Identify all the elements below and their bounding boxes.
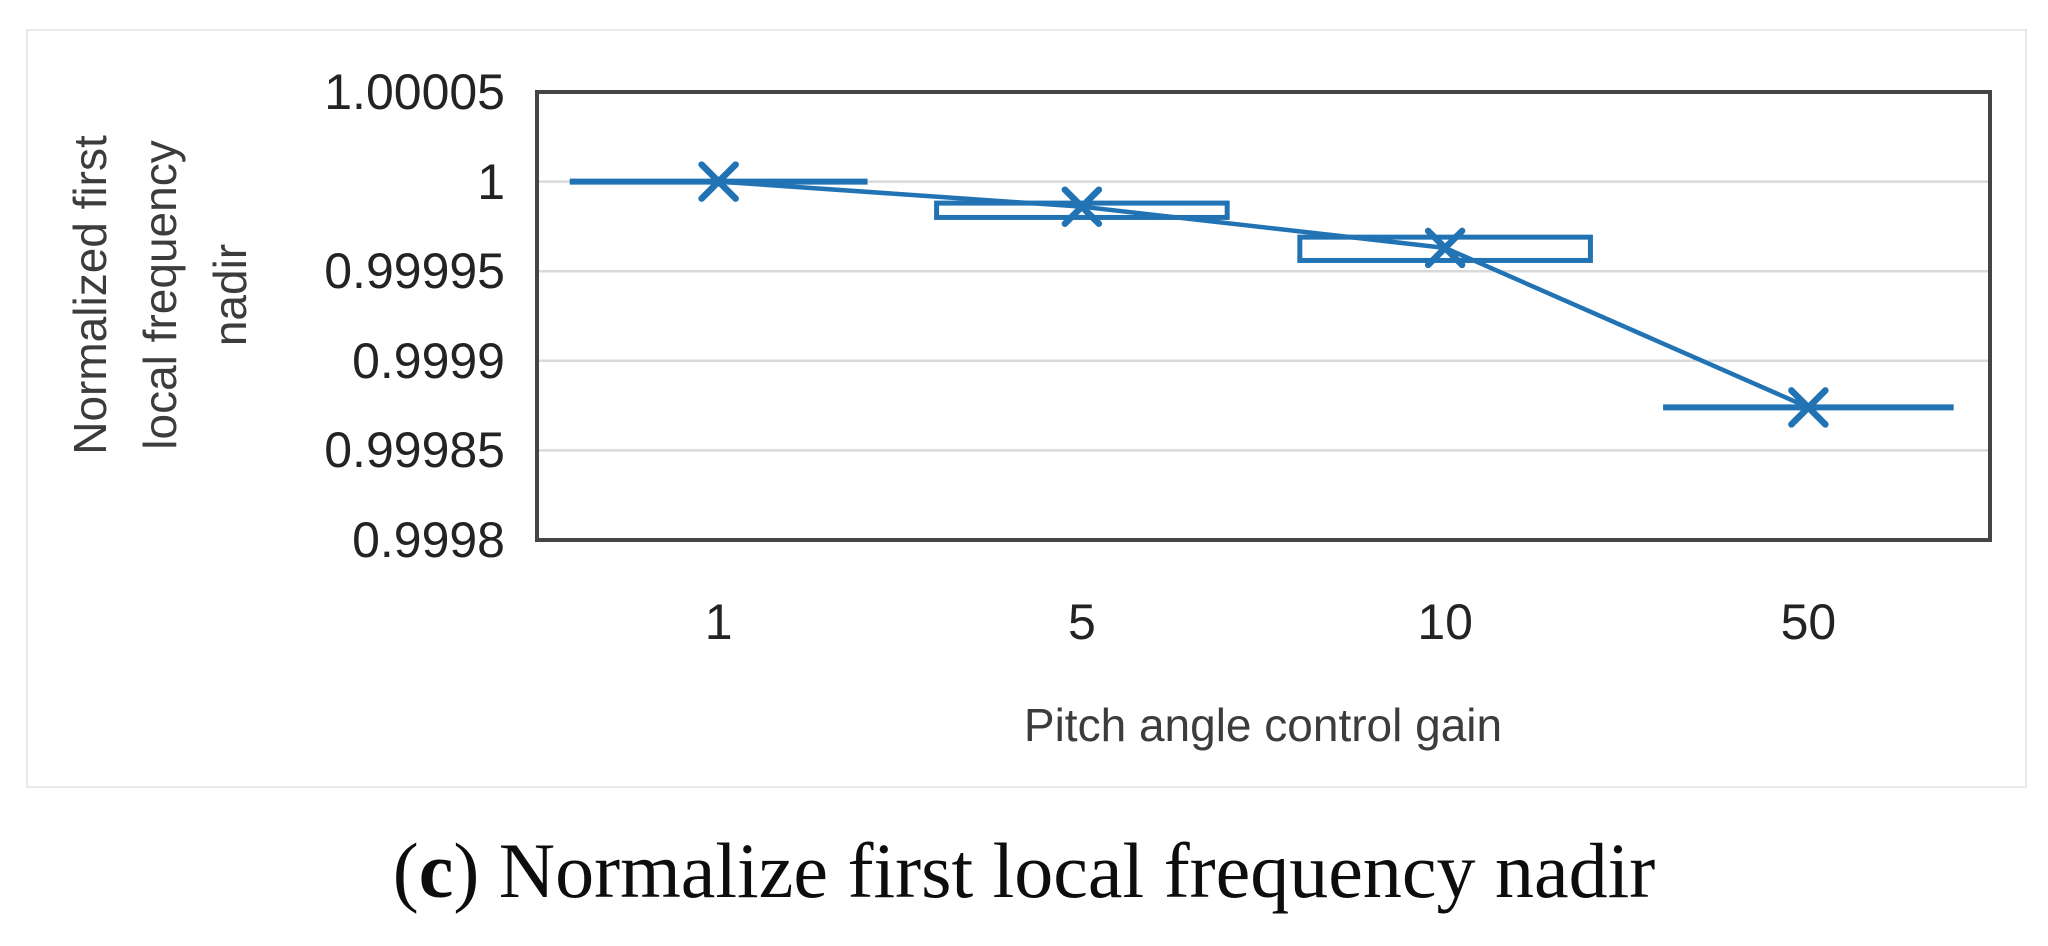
y-tick-label: 0.99995 <box>324 243 505 300</box>
figure-caption: (c) Normalize first local frequency nadi… <box>0 826 2048 916</box>
x-marker <box>1788 387 1829 428</box>
box <box>1297 234 1593 263</box>
y-tick-label: 1.00005 <box>324 64 505 120</box>
x-tick-label: 10 <box>1417 594 1473 650</box>
x-marker <box>1061 186 1103 227</box>
caption-text: ) Normalize first local frequency nadir <box>453 827 1656 914</box>
x-axis-title: Pitch angle control gain <box>1023 699 1503 751</box>
x-marker <box>698 161 739 202</box>
x-tick-label: 50 <box>1780 594 1837 650</box>
caption-open-paren: ( <box>392 827 419 914</box>
y-tick-label: 0.9998 <box>352 512 505 568</box>
x-tick-label: 1 <box>704 594 733 650</box>
y-tick-label: 1 <box>477 153 505 210</box>
caption-panel-letter: c <box>418 827 454 914</box>
series-line <box>718 179 1810 410</box>
x-tick-label: 5 <box>1067 594 1096 650</box>
plot-frame <box>535 90 1992 542</box>
y-tick-label: 0.9999 <box>352 332 505 389</box>
y-tick-label: 0.99985 <box>324 422 505 479</box>
x-marker <box>1424 227 1466 269</box>
